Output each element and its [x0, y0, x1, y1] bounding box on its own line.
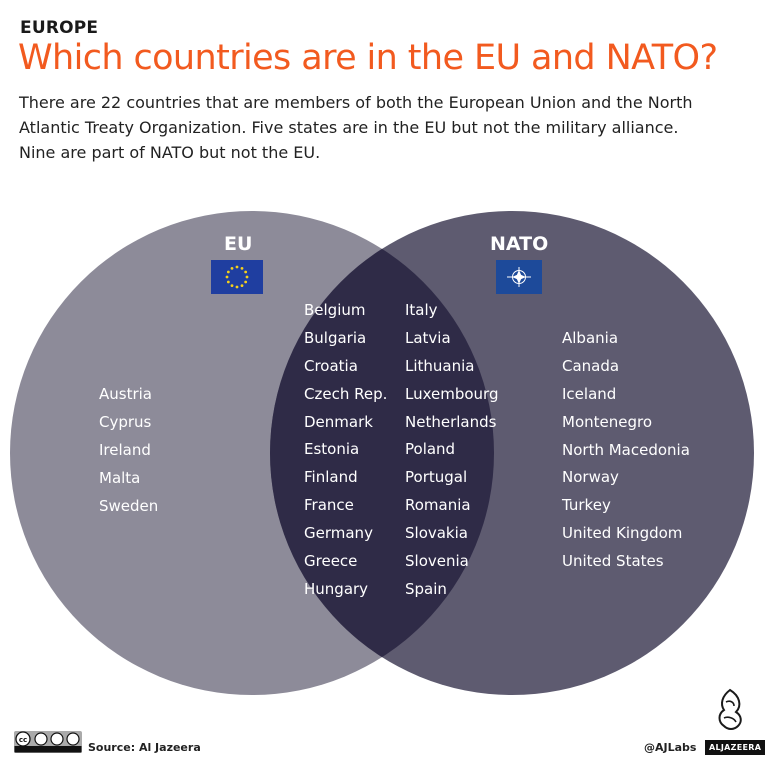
country-item: Cyprus	[99, 412, 152, 431]
country-item: Belgium	[304, 301, 366, 319]
country-item: Turkey	[562, 496, 611, 515]
country-item: Albania	[562, 329, 619, 347]
both-list-col1: Belgium Bulgaria Croatia Czech Rep. Denmark E…	[304, 297, 387, 604]
country-item: Italy	[405, 301, 438, 319]
country-item: Croatia	[304, 356, 358, 375]
country-item: Romania	[405, 496, 471, 515]
country-item: Estonia	[304, 440, 360, 459]
country-item: Austria	[99, 385, 152, 403]
country-item: Finland	[304, 468, 358, 487]
nato-only-list: Albania Canada Iceland Montenegro North Mace…	[562, 325, 690, 576]
country-item: Latvia	[405, 328, 451, 347]
country-item: Greece	[304, 552, 358, 571]
country-item: Luxembourg	[405, 384, 499, 403]
country-item: Portugal	[405, 468, 468, 487]
country-item: Ireland	[99, 440, 151, 459]
eu-label: EU	[224, 233, 253, 255]
subtitle-line: Nine are part of NATO but not the EU.	[19, 143, 321, 162]
eu-only-list: Austria Cyprus Ireland Malta Sweden	[99, 381, 158, 520]
country-item: Slovenia	[405, 552, 469, 571]
nato-label: NATO	[490, 233, 549, 255]
brand-wordmark: ALJAZEERA	[705, 740, 766, 755]
subtitle: There are 22 countries that are members …	[19, 90, 759, 165]
cc-by-nc-sa-icon: cc	[14, 731, 82, 753]
subtitle-line: Atlantic Treaty Organization. Five state…	[19, 118, 679, 137]
country-item: Malta	[99, 468, 141, 487]
al-jazeera-logo-icon	[718, 688, 742, 730]
nato-flag-icon	[496, 260, 542, 294]
page-title: Which countries are in the EU and NATO?	[18, 38, 718, 78]
country-item: United States	[562, 552, 664, 571]
country-item: Netherlands	[405, 412, 497, 431]
country-item: Lithuania	[405, 356, 475, 375]
country-item: Canada	[562, 356, 620, 375]
country-item: France	[304, 496, 354, 515]
country-item: Montenegro	[562, 412, 653, 431]
country-item: Poland	[405, 440, 456, 459]
handle-text: @AJLabs	[644, 741, 697, 754]
both-list-col2: Italy Latvia Lithuania Luxembourg Netherland…	[405, 297, 499, 604]
country-item: United Kingdom	[562, 524, 683, 543]
country-item: Norway	[562, 468, 619, 487]
country-item: Bulgaria	[304, 328, 367, 347]
country-item: Hungary	[304, 579, 369, 598]
country-item: Czech Rep.	[304, 384, 388, 403]
country-item: Iceland	[562, 384, 617, 403]
overlap-region	[270, 211, 494, 695]
eu-flag-icon	[211, 260, 263, 294]
country-item: North Macedonia	[562, 440, 690, 459]
subtitle-line: There are 22 countries that are members …	[19, 93, 693, 112]
svg-text:cc: cc	[19, 736, 27, 744]
country-item: Germany	[304, 524, 373, 543]
country-item: Slovakia	[405, 524, 468, 543]
kicker: EUROPE	[20, 18, 99, 38]
country-item: Spain	[405, 579, 447, 598]
country-item: Sweden	[99, 496, 159, 515]
source-text: Source: Al Jazeera	[88, 741, 201, 754]
country-item: Denmark	[304, 412, 373, 431]
